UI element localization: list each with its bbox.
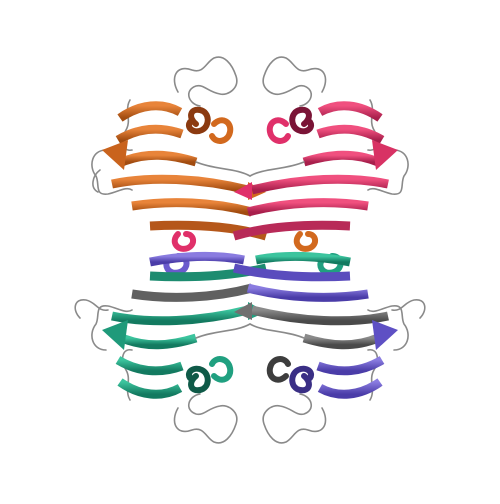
helix-turn [186, 365, 211, 394]
helix-turn [209, 356, 234, 383]
loop [367, 305, 409, 351]
strand-arrow [102, 140, 128, 170]
beta-strand [246, 198, 369, 217]
beta-strand [302, 150, 380, 167]
strand-arrow [234, 302, 252, 320]
beta-strand [255, 251, 351, 267]
beta-strand [120, 333, 198, 350]
loop [173, 56, 238, 107]
loop [91, 305, 133, 351]
beta-strand [115, 356, 184, 376]
beta-strand [117, 101, 183, 122]
loop [195, 161, 251, 177]
beta-strand [149, 251, 245, 267]
beta-strand [317, 378, 383, 399]
helix-turn [289, 365, 314, 394]
beta-strand [232, 263, 351, 282]
loop [92, 169, 101, 193]
helix-turn [209, 117, 234, 144]
loop [173, 393, 238, 444]
bottom-dimer [74, 263, 426, 444]
beta-strand [302, 333, 380, 350]
helix-turn [186, 106, 211, 135]
beta-strand [131, 198, 254, 217]
beta-strand [111, 305, 250, 326]
beta-strand [250, 305, 389, 326]
beta-strand [316, 124, 385, 144]
loop [249, 161, 305, 177]
loop [195, 323, 251, 339]
beta-strand [317, 101, 383, 122]
top-dimer [91, 56, 409, 241]
loop [262, 56, 327, 107]
loop [74, 299, 109, 319]
beta-strand [246, 283, 369, 302]
beta-strand [117, 378, 183, 399]
beta-strand [111, 174, 250, 195]
loop [391, 299, 426, 319]
helix-turn [293, 231, 318, 252]
loop [249, 323, 305, 339]
beta-strand [120, 150, 198, 167]
beta-strand [316, 356, 385, 376]
strand-arrow [234, 182, 252, 200]
helix-turn [171, 231, 196, 252]
dimer-interface [149, 231, 351, 276]
strand-arrow [102, 320, 128, 350]
strand-arrow [372, 320, 398, 350]
helix-turn [266, 356, 291, 383]
helix-turn [266, 117, 291, 144]
helix-turn [289, 106, 314, 135]
strand-arrow [372, 140, 398, 170]
beta-strand [250, 174, 389, 195]
loop [91, 149, 133, 195]
beta-strand [232, 220, 351, 241]
beta-strand [131, 283, 254, 302]
loop [367, 149, 409, 195]
loop [262, 393, 327, 444]
beta-strand [115, 124, 184, 144]
